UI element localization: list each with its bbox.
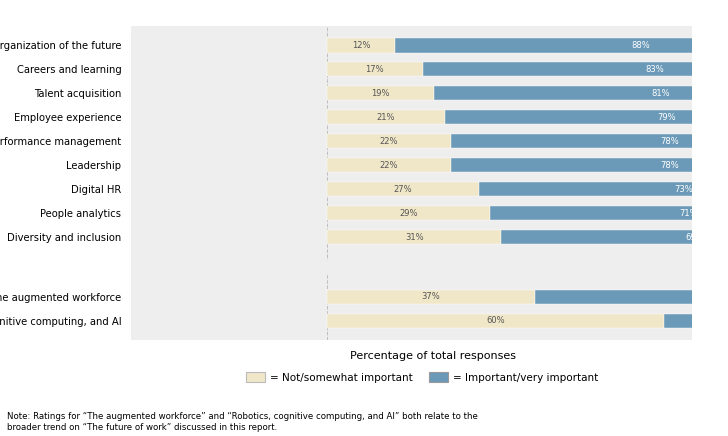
Bar	[328, 290, 534, 304]
Bar	[534, 290, 728, 304]
Legend: = Not/somewhat important, = Important/very important: = Not/somewhat important, = Important/ve…	[242, 368, 602, 387]
Text: 69%: 69%	[685, 232, 704, 242]
Text: 81%: 81%	[652, 89, 670, 98]
Text: 31%: 31%	[405, 232, 424, 242]
Bar	[478, 182, 728, 196]
Text: 22%: 22%	[379, 136, 398, 146]
Text: 21%: 21%	[377, 113, 395, 122]
Text: 63%: 63%	[702, 293, 721, 301]
Bar	[451, 134, 728, 148]
Bar	[422, 62, 728, 76]
Text: 79%: 79%	[657, 113, 676, 122]
Text: 19%: 19%	[371, 89, 389, 98]
Bar	[434, 86, 728, 100]
Bar	[445, 110, 728, 124]
Bar	[328, 86, 434, 100]
Bar	[328, 38, 395, 52]
Text: 78%: 78%	[660, 136, 678, 146]
Bar	[328, 110, 445, 124]
Text: 88%: 88%	[632, 41, 651, 50]
Text: 83%: 83%	[646, 65, 665, 74]
Text: 29%: 29%	[399, 208, 418, 218]
Text: 78%: 78%	[660, 160, 678, 170]
Text: Note: Ratings for “The augmented workforce” and “Robotics, cognitive computing, : Note: Ratings for “The augmented workfor…	[7, 412, 478, 432]
Text: 12%: 12%	[352, 41, 370, 50]
Text: Percentage of total responses: Percentage of total responses	[350, 351, 516, 361]
Bar	[501, 230, 728, 244]
Text: 22%: 22%	[379, 160, 398, 170]
Text: 73%: 73%	[674, 184, 692, 194]
Bar	[328, 134, 451, 148]
Bar	[490, 206, 728, 220]
Bar	[395, 38, 728, 52]
Bar	[664, 314, 728, 328]
Bar	[328, 158, 451, 172]
Bar	[328, 206, 490, 220]
Text: 60%: 60%	[486, 317, 505, 325]
Bar	[328, 230, 501, 244]
Text: 37%: 37%	[422, 293, 440, 301]
Text: 27%: 27%	[394, 184, 412, 194]
Bar	[328, 314, 664, 328]
Bar	[451, 158, 728, 172]
Text: 17%: 17%	[365, 65, 384, 74]
Bar	[328, 182, 478, 196]
Bar	[328, 62, 422, 76]
Text: 71%: 71%	[679, 208, 698, 218]
